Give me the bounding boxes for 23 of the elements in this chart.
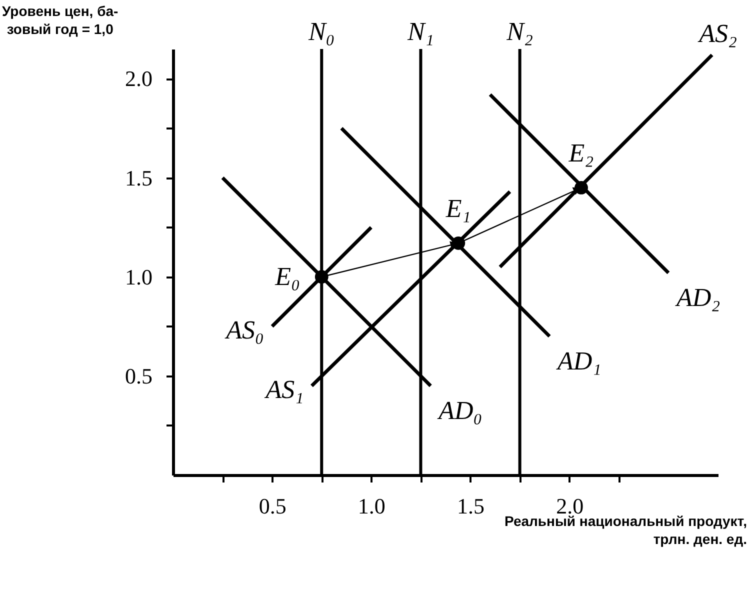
series-label: AS₂ (697, 18, 738, 48)
y-tick-label: 1.5 (125, 165, 152, 190)
point (452, 236, 466, 250)
annotation: E₂ (568, 138, 594, 168)
series-label: AS₁ (264, 374, 304, 404)
point (574, 181, 588, 194)
ref-line-label: N₀ (307, 17, 335, 46)
ref-line-label: N₁ (406, 17, 434, 46)
y-tick-label: 0.5 (125, 363, 152, 388)
annotation: E₁ (444, 194, 471, 224)
series-label: AD₀ (436, 396, 482, 425)
x-axis-title: Реальный национальный продукт, трлн. ден. ед. (504, 513, 747, 548)
x-tick-label: 0.5 (258, 494, 286, 518)
x-tick-label: 1.5 (457, 494, 485, 518)
y-axis-title: Уровень цен, ба- зовый год = 1,0 (2, 2, 118, 38)
x-tick-label: 1.0 (358, 494, 386, 518)
series-label: AD₂ (674, 282, 720, 312)
annotation: E₀ (274, 262, 300, 291)
series-label: AD₁ (556, 346, 602, 376)
series-label: AS₀ (224, 315, 264, 344)
ref-line-label: N₂ (506, 17, 534, 46)
y-tick-label: 1.0 (125, 264, 152, 290)
y-tick-label: 2.0 (125, 66, 152, 92)
